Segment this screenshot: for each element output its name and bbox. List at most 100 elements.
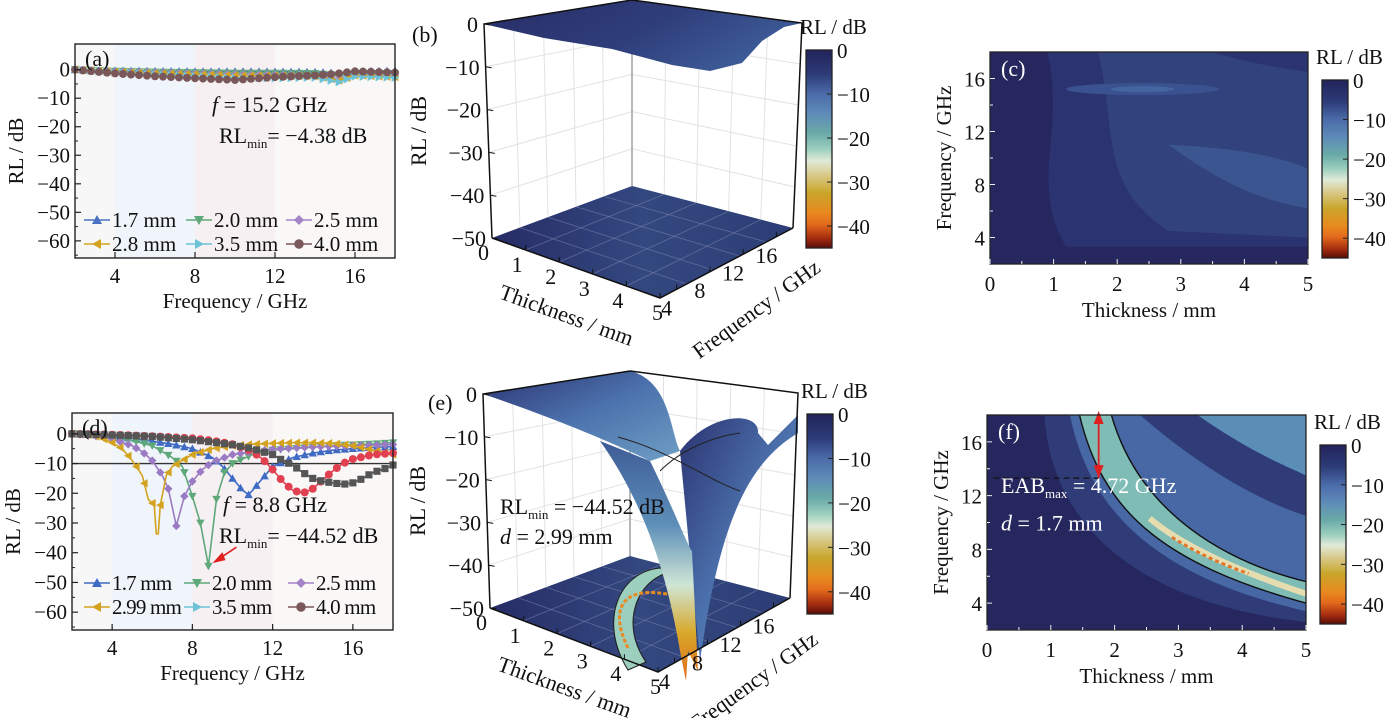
z-tick-label: −50 xyxy=(452,226,486,251)
z-tick-label: −20 xyxy=(447,98,481,123)
y-axis-title: RL / dB xyxy=(4,118,28,185)
x-tick-label: 4 xyxy=(107,636,118,660)
y-tick-label: −50 xyxy=(34,570,67,594)
x-tick-label: 3 xyxy=(1176,272,1187,296)
y-tick-label: 8 xyxy=(694,278,705,303)
colorbar-tick-label: −20 xyxy=(837,127,870,151)
data-point xyxy=(340,440,349,449)
data-point xyxy=(180,435,188,443)
data-point xyxy=(380,440,390,449)
y-tick-label: 16 xyxy=(755,243,777,268)
y-tick-label: −60 xyxy=(37,229,70,253)
panel-a-rl-curves: 4 8 12 16 0 −10 −20 −30 −40 −50 −60 Frequency / GHz… xyxy=(4,43,400,313)
y-tick-label: −40 xyxy=(37,172,70,196)
data-point xyxy=(111,69,119,78)
y-tick-label: −20 xyxy=(34,481,67,505)
data-point xyxy=(268,465,277,474)
data-point xyxy=(212,456,221,465)
data-point xyxy=(196,437,204,445)
data-point xyxy=(204,445,212,455)
data-point xyxy=(284,438,293,448)
data-point xyxy=(383,68,391,77)
x-tick-label: 0 xyxy=(478,240,489,265)
floor-gridline xyxy=(603,196,767,243)
data-point xyxy=(308,448,317,457)
panel-label: (b) xyxy=(412,22,438,47)
y-tick-label: 4 xyxy=(661,295,672,320)
data-point xyxy=(183,73,191,82)
data-point xyxy=(204,460,213,470)
floor-gridline xyxy=(573,576,738,628)
data-point xyxy=(115,443,124,452)
data-point xyxy=(76,430,84,438)
data-point xyxy=(175,73,183,82)
f-value: = 8.8 GHz xyxy=(229,492,327,517)
x-tick-label: 0 xyxy=(982,638,993,662)
floor-gridline xyxy=(519,227,687,285)
data-point xyxy=(260,471,269,480)
data-point xyxy=(231,75,239,84)
data-point xyxy=(244,453,253,461)
data-point xyxy=(324,439,333,448)
legend-label: 3.5 mm xyxy=(214,232,278,256)
eab-arrow-head-top xyxy=(1093,411,1104,424)
data-point xyxy=(172,434,180,443)
absorption-ridge xyxy=(1147,516,1306,597)
data-point xyxy=(100,431,108,439)
rl-value: = −44.52 dB xyxy=(548,494,665,519)
data-point xyxy=(236,483,245,492)
box-edges xyxy=(483,0,803,239)
data-point xyxy=(164,451,173,460)
x-axis-title: Thickness / mm xyxy=(1079,664,1213,688)
data-point xyxy=(372,450,381,459)
data-point xyxy=(204,438,212,446)
arrow-head xyxy=(212,552,226,564)
data-point xyxy=(132,438,141,446)
data-point xyxy=(204,451,213,460)
annotation-frequency: f = 15.2 GHz xyxy=(212,92,327,117)
floor-gridline xyxy=(626,219,761,287)
y-tick-label: 4 xyxy=(659,669,670,694)
data-point xyxy=(220,453,229,462)
data-point xyxy=(276,475,285,483)
data-point xyxy=(148,442,157,450)
data-point xyxy=(356,443,365,452)
x-tick-label: 4 xyxy=(612,288,623,313)
z-tick-label: −40 xyxy=(448,553,482,578)
annotation-rl-min: RLmin= −44.52 dB xyxy=(219,523,378,551)
background-band xyxy=(72,413,113,630)
data-point xyxy=(156,438,165,446)
data-point xyxy=(351,67,359,76)
y-tick-label: −30 xyxy=(37,143,70,167)
data-point xyxy=(303,71,311,80)
x-tick-label: 2 xyxy=(1109,638,1120,662)
data-point xyxy=(324,470,333,479)
panel-label: (c) xyxy=(1001,56,1025,81)
data-point xyxy=(199,74,207,83)
colorbar xyxy=(805,49,833,249)
data-point xyxy=(140,432,148,440)
data-point xyxy=(140,440,149,448)
data-point xyxy=(356,453,365,462)
x-tick-label: 1 xyxy=(1048,272,1059,296)
colorbar-tick-label: −40 xyxy=(837,215,870,239)
panel-label: (e) xyxy=(428,390,452,415)
data-point xyxy=(236,449,245,458)
y-tick-label: 8 xyxy=(975,174,986,198)
y-tick-label: −50 xyxy=(37,200,70,224)
data-point xyxy=(148,498,156,508)
back-gridline xyxy=(541,384,547,588)
x-tick-label: 8 xyxy=(187,636,198,660)
data-point xyxy=(268,439,276,448)
data-point xyxy=(335,69,343,78)
y-tick-label: 4 xyxy=(975,227,986,251)
x-tick-label: 1 xyxy=(1046,638,1057,662)
box-edges xyxy=(482,370,799,609)
floor-contour-projection xyxy=(492,186,793,298)
rl-value: = −4.38 dB xyxy=(267,123,367,148)
floor-gridline xyxy=(525,194,665,251)
z-tick-label: −10 xyxy=(444,425,478,450)
data-point xyxy=(223,75,231,84)
data-point xyxy=(108,431,116,439)
